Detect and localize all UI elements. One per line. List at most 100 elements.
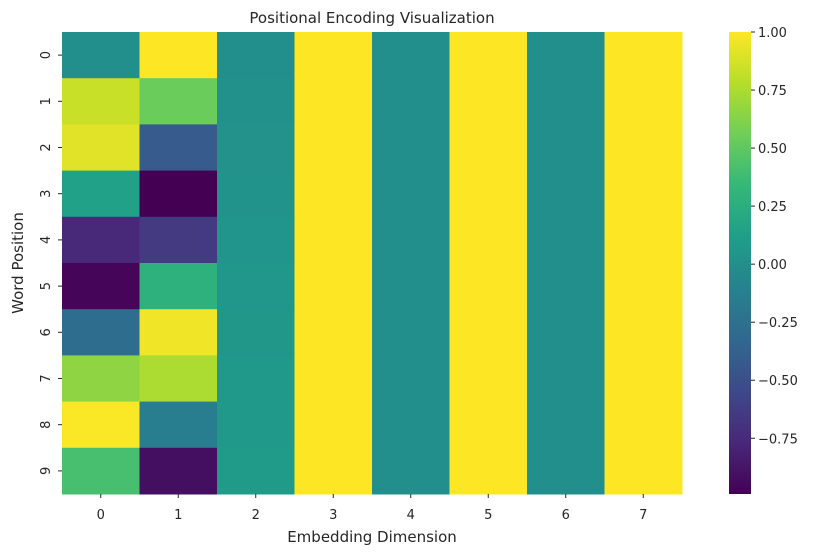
heatmap-cell — [372, 32, 450, 79]
heatmap-cell — [372, 78, 450, 125]
heatmap-cell — [139, 32, 218, 79]
heatmap-cell — [217, 124, 295, 172]
heatmap-cell — [372, 263, 450, 310]
y-tick-label: 4 — [39, 236, 54, 244]
heatmap-cell — [139, 309, 218, 356]
heatmap-cell — [217, 32, 295, 79]
y-tick-label: 6 — [39, 328, 54, 336]
heatmap-cell — [527, 32, 605, 79]
y-tick-label: 5 — [39, 282, 54, 290]
heatmap-cell — [527, 401, 605, 449]
y-tick-label: 0 — [39, 51, 54, 59]
x-axis-label: Embedding Dimension — [287, 528, 457, 546]
heatmap-cell — [449, 170, 528, 218]
y-tick-label: 7 — [39, 374, 54, 382]
heatmap-cell — [139, 170, 218, 218]
heatmap-cell — [604, 355, 683, 403]
heatmap-cell — [449, 263, 528, 310]
heatmap-cell — [604, 447, 683, 495]
colorbar-tick-label: −0.75 — [758, 432, 798, 447]
y-axis-label: Word Position — [9, 212, 27, 314]
heatmap-cell — [294, 263, 373, 310]
heatmap-cell — [372, 355, 450, 403]
heatmap-cell — [294, 401, 373, 449]
x-tick-label: 0 — [97, 508, 105, 523]
heatmap-cell — [527, 124, 605, 172]
heatmap-cell — [527, 447, 605, 495]
heatmap-cell — [62, 447, 140, 495]
heatmap-cell — [372, 170, 450, 218]
colorbar-tick-label: 1.00 — [758, 26, 787, 41]
heatmap-cell — [449, 447, 528, 495]
heatmap-cell — [449, 401, 528, 449]
heatmap-cell — [527, 309, 605, 356]
heatmap-cell — [527, 263, 605, 310]
heatmap-cell — [527, 170, 605, 218]
heatmap-cell — [294, 447, 373, 495]
y-tick-label: 8 — [39, 421, 54, 429]
heatmap-cell — [604, 263, 683, 310]
heatmap-cell — [449, 78, 528, 125]
heatmap-cell — [139, 78, 218, 125]
heatmap-cell — [604, 170, 683, 218]
colorbar — [729, 32, 751, 494]
heatmap-cell — [62, 170, 140, 218]
heatmap-cell — [527, 216, 605, 264]
heatmap-cell — [449, 124, 528, 172]
colorbar-tick-label: 0.00 — [758, 258, 787, 273]
heatmap-cell — [62, 309, 140, 356]
colorbar-tick-label: −0.25 — [758, 316, 798, 331]
x-tick-label: 2 — [252, 508, 260, 523]
heatmap-cell — [294, 124, 373, 172]
heatmap-cell — [62, 401, 140, 449]
heatmap-cell — [217, 216, 295, 264]
heatmap-cell — [139, 263, 218, 310]
y-tick-label: 9 — [39, 467, 54, 475]
heatmap-cell — [62, 263, 140, 310]
heatmap-cell — [294, 32, 373, 79]
heatmap-cell — [604, 309, 683, 356]
heatmap-cell — [604, 32, 683, 79]
heatmap-cell — [449, 309, 528, 356]
heatmap-cell — [217, 447, 295, 495]
heatmap-cell — [139, 447, 218, 495]
heatmap-cell — [139, 216, 218, 264]
x-tick-label: 6 — [562, 508, 570, 523]
heatmap-cell — [62, 216, 140, 264]
colorbar-tick-label: 0.75 — [758, 84, 787, 99]
heatmap-cell — [527, 78, 605, 125]
x-tick-label: 1 — [174, 508, 182, 523]
heatmap-cell — [449, 216, 528, 264]
heatmap-cell — [62, 355, 140, 403]
heatmap-cell — [217, 401, 295, 449]
heatmap-cell — [62, 32, 140, 79]
heatmap-cell — [372, 216, 450, 264]
x-tick-labels: 0 1 2 3 4 5 6 7 — [97, 494, 647, 523]
colorbar-ticks: 1.00 0.75 0.50 0.25 0.00 −0.25 −0.50 −0.75 — [751, 26, 798, 447]
x-tick-label: 3 — [329, 508, 337, 523]
heatmap-cell — [372, 447, 450, 495]
y-tick-label: 2 — [39, 143, 54, 151]
x-tick-label: 7 — [639, 508, 647, 523]
heatmap-cell — [604, 401, 683, 449]
y-tick-label: 1 — [39, 97, 54, 105]
heatmap-cell — [372, 309, 450, 356]
heatmap-cell — [139, 124, 218, 172]
colorbar-tick-label: 0.25 — [758, 200, 787, 215]
heatmap-cell — [604, 78, 683, 125]
heatmap-cell — [217, 78, 295, 125]
heatmap-cell — [139, 355, 218, 403]
heatmap-cells — [62, 32, 683, 495]
heatmap-cell — [294, 78, 373, 125]
x-tick-label: 4 — [407, 508, 415, 523]
heatmap-cell — [217, 309, 295, 356]
chart-title: Positional Encoding Visualization — [249, 9, 494, 27]
heatmap-cell — [294, 216, 373, 264]
heatmap-cell — [294, 355, 373, 403]
y-tick-label: 3 — [39, 190, 54, 198]
heatmap-cell — [449, 355, 528, 403]
colorbar-tick-label: 0.50 — [758, 142, 787, 157]
heatmap-cell — [604, 124, 683, 172]
